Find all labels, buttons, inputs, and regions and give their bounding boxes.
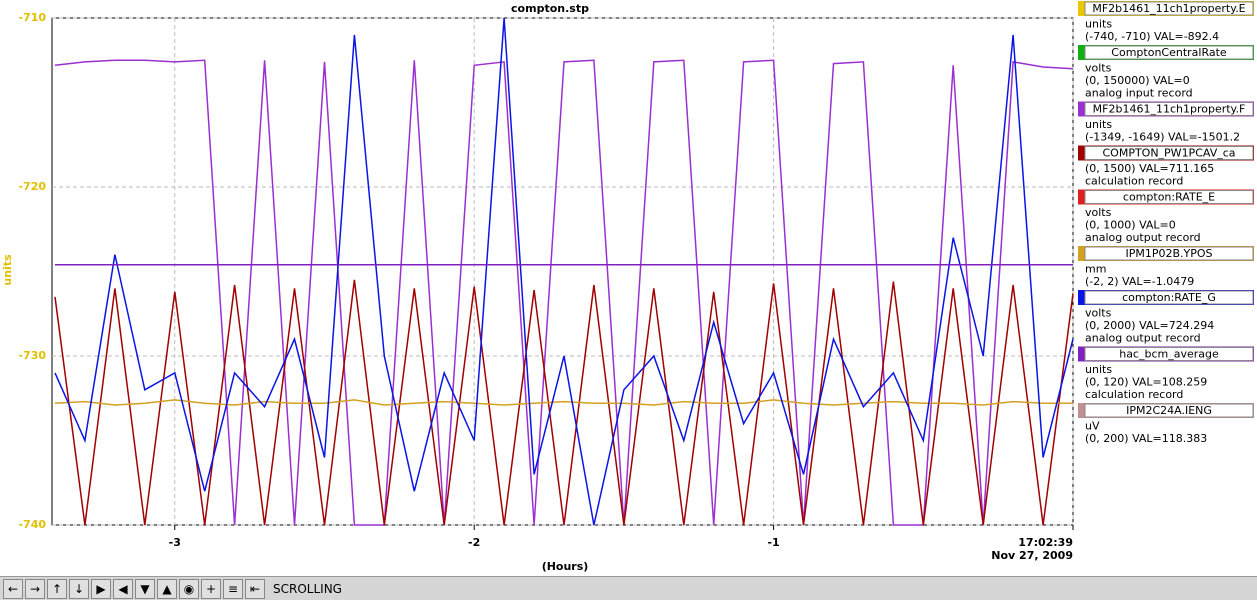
- x-tick-label: 17:02:39: [1018, 536, 1073, 549]
- legend-entry: ComptonCentralRate volts(0, 150000) VAL=0…: [1078, 45, 1254, 100]
- legend-range: (0, 120) VAL=108.259: [1085, 376, 1207, 389]
- button-back[interactable]: ⇤: [245, 578, 265, 599]
- x-tick-label: -3: [169, 536, 181, 549]
- legend-name: COMPTON_PW1PCAV_ca: [1102, 147, 1235, 160]
- legend-name-box: [1084, 146, 1254, 160]
- legend-name-box: [1084, 347, 1254, 361]
- button-zoom-x-in[interactable]: ▶: [91, 578, 111, 599]
- legend-units: units: [1085, 118, 1112, 131]
- legend-name-box: [1084, 45, 1254, 60]
- legend-name-box: [1084, 246, 1254, 261]
- button-zoom-y-out[interactable]: ▲: [157, 578, 177, 599]
- chart: compton.stp units (Hours) Nov 27, 2009 -…: [1, 1, 1254, 573]
- legend-units: volts: [1085, 307, 1112, 320]
- legend-range: (0, 150000) VAL=0: [1085, 74, 1190, 87]
- legend-name: MF2b1461_11ch1property.E: [1092, 2, 1245, 15]
- status-text: SCROLLING: [273, 581, 342, 596]
- button-up[interactable]: ↑: [47, 578, 67, 599]
- plot-area: [51, 17, 1074, 526]
- button-reset[interactable]: ◉: [179, 578, 199, 599]
- legend-name: IPM1P02B.YPOS: [1125, 247, 1212, 260]
- legend-description: analog output record: [1085, 231, 1201, 244]
- legend-name: IPM2C24A.IENG: [1126, 404, 1212, 417]
- x-tick-label: -2: [468, 536, 480, 549]
- legend-name: compton:RATE_G: [1122, 291, 1216, 304]
- legend-units: uV: [1085, 420, 1100, 433]
- button-down[interactable]: ↓: [69, 578, 89, 599]
- button-right[interactable]: →: [25, 578, 45, 599]
- y-tick-label: -730: [18, 349, 46, 362]
- button-zoom-x-out[interactable]: ◀: [113, 578, 133, 599]
- legend-range: (0, 1000) VAL=0: [1085, 219, 1176, 232]
- y-tick-label: -740: [18, 518, 46, 531]
- legend-units: mm: [1085, 263, 1106, 276]
- legend-name-box: [1084, 102, 1254, 116]
- y-tick-label: -720: [18, 180, 46, 193]
- button-scroll[interactable]: ≡: [223, 578, 243, 599]
- legend-units: units: [1085, 363, 1112, 376]
- legend-range: (0, 2000) VAL=724.294: [1085, 319, 1214, 332]
- legend-description: calculation record: [1085, 175, 1183, 188]
- legend-name: ComptonCentralRate: [1111, 46, 1227, 59]
- legend-name: compton:RATE_E: [1123, 191, 1215, 204]
- legend-range: (-1349, -1649) VAL=-1501.2: [1085, 131, 1240, 144]
- button-zoom-y-in[interactable]: ▼: [135, 578, 155, 599]
- series-line: [54, 279, 1074, 526]
- legend-name: hac_bcm_average: [1119, 348, 1219, 361]
- date-label: Nov 27, 2009: [991, 549, 1073, 562]
- legend-units: volts: [1085, 62, 1112, 75]
- legend-range: (0, 1500) VAL=711.165: [1085, 162, 1214, 175]
- legend-units: volts: [1085, 206, 1112, 219]
- x-axis-label: (Hours): [542, 560, 589, 573]
- x-tick-label: -1: [767, 536, 779, 549]
- y-tick-label: -710: [18, 11, 46, 24]
- legend-name-box: [1084, 403, 1254, 418]
- toolbar: ← → ↑ ↓ ▶ ◀ ▼ ▲ ◉ + ≡ ⇤ SCROLLING: [0, 576, 1257, 600]
- legend-name: MF2b1461_11ch1property.F: [1093, 103, 1246, 116]
- series-line: [54, 17, 1074, 526]
- legend-entry: IPM1P02B.YPOS mm(-2, 2) VAL=-1.0479: [1078, 246, 1254, 288]
- button-add[interactable]: +: [201, 578, 221, 599]
- chart-title: compton.stp: [511, 2, 589, 15]
- button-left[interactable]: ←: [3, 578, 23, 599]
- legend-description: analog input record: [1085, 87, 1193, 100]
- legend-entry: COMPTON_PW1PCAV_ca (0, 1500) VAL=711.165c…: [1078, 145, 1254, 188]
- legend-range: (-740, -710) VAL=-892.4: [1085, 30, 1219, 43]
- y-axis-label: units: [1, 254, 14, 286]
- legend-units: units: [1085, 18, 1112, 31]
- legend-name-box: [1084, 190, 1254, 204]
- series-line: [54, 399, 1073, 406]
- legend-description: calculation record: [1085, 388, 1183, 401]
- legend-name-box: [1084, 290, 1254, 305]
- legend-name-box: [1084, 1, 1254, 16]
- legend-entry: IPM2C24A.IENG uV(0, 200) VAL=118.383: [1078, 403, 1254, 445]
- legend-range: (0, 200) VAL=118.383: [1085, 432, 1207, 445]
- legend-range: (-2, 2) VAL=-1.0479: [1085, 275, 1194, 288]
- legend-description: analog output record: [1085, 332, 1201, 345]
